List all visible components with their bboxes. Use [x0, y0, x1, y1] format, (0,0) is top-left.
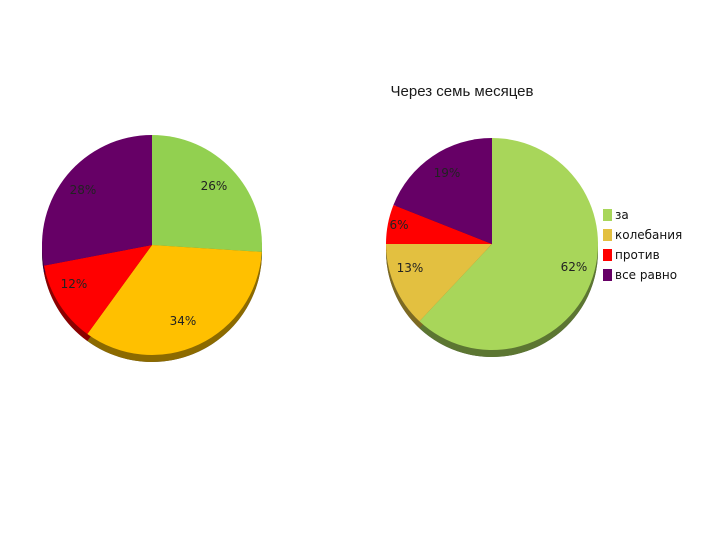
- legend-label: за: [615, 208, 629, 222]
- legend-label: все равно: [615, 268, 677, 282]
- legend-swatch: [603, 249, 612, 261]
- legend-swatch: [603, 209, 612, 221]
- legend-label: колебания: [615, 228, 682, 242]
- pie-chart-right: 62% 13% 6% 19%: [386, 138, 599, 357]
- pie-right-data-label: 6%: [389, 218, 408, 232]
- pie-left-data-label: 12%: [61, 277, 88, 291]
- pie-left-data-label: 34%: [170, 314, 197, 328]
- pie-left-data-label: 28%: [70, 183, 97, 197]
- pie-right-slice: [393, 138, 492, 244]
- pie-right-slice: [386, 204, 492, 244]
- chart-title: Через семь месяцев: [391, 83, 534, 100]
- pie-right-data-label: 19%: [434, 166, 461, 180]
- legend-swatch: [603, 229, 612, 241]
- pie-right-slice: [419, 138, 599, 350]
- pie-right-data-label: 13%: [397, 261, 424, 275]
- pie-left-data-label: 26%: [201, 179, 228, 193]
- pie-left-slice: [41, 135, 152, 266]
- pie-left-slice: [152, 135, 262, 252]
- pie-right-data-label: 62%: [561, 260, 588, 274]
- legend: за колебания против все равно: [603, 208, 682, 282]
- pie-left-slice: [43, 245, 152, 334]
- pie-right-slice: [386, 244, 492, 322]
- pie-chart-left: 26% 34% 12% 28%: [41, 135, 262, 362]
- legend-swatch: [603, 269, 612, 281]
- pie-left-slice: [87, 245, 262, 355]
- legend-label: против: [615, 248, 660, 262]
